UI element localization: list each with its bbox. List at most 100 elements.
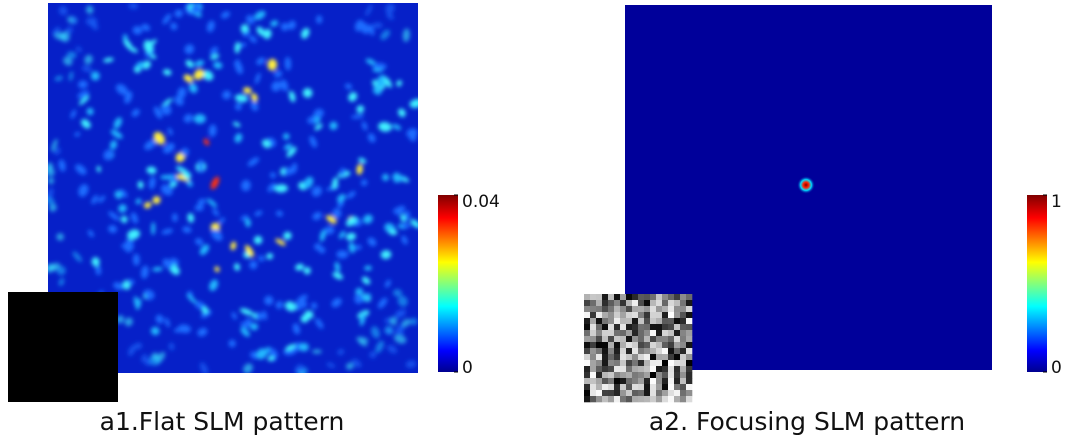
speckle [250, 101, 259, 111]
pixel [602, 390, 609, 397]
speckle [329, 121, 338, 130]
pixel [662, 384, 669, 391]
pixel [644, 366, 651, 373]
speckle [275, 301, 284, 309]
speckle [56, 265, 66, 276]
speckle [348, 92, 358, 102]
pixel [584, 372, 591, 379]
pixel [638, 360, 645, 367]
speckle [48, 177, 55, 185]
pixel [632, 342, 639, 349]
pixel [590, 396, 597, 403]
speckle [283, 231, 292, 240]
pixel [602, 378, 609, 385]
pixel [668, 390, 675, 397]
speckle [74, 132, 81, 137]
speckle [376, 74, 387, 88]
pixel [596, 318, 603, 325]
speckle [298, 342, 309, 352]
speckle [392, 205, 406, 213]
speckle [187, 213, 195, 223]
pixel [620, 330, 627, 337]
speckle [212, 208, 220, 217]
pixel [626, 318, 633, 325]
pixel [638, 294, 645, 301]
speckle [269, 172, 276, 179]
pixel [656, 342, 663, 349]
pixel [662, 366, 669, 373]
pixel [680, 354, 687, 361]
pixel [650, 354, 657, 361]
pixel [602, 342, 609, 349]
pixel [686, 354, 693, 361]
pixel [680, 300, 687, 307]
pixel [650, 336, 657, 343]
speckle [355, 287, 364, 296]
speckle [220, 11, 231, 19]
pixel [650, 372, 657, 379]
pixel [620, 348, 627, 355]
pixel [620, 384, 627, 391]
pixel [662, 336, 669, 343]
speckle [197, 198, 206, 206]
pixel [584, 330, 591, 337]
speckle [364, 265, 372, 271]
pixel [584, 336, 591, 343]
speckle [184, 44, 195, 55]
pixel [584, 348, 591, 355]
speckle [315, 318, 324, 329]
pixel [596, 342, 603, 349]
speckle [148, 176, 156, 190]
speckle [294, 364, 305, 373]
pixel [686, 366, 693, 373]
speckle [245, 218, 251, 228]
speckle [203, 138, 210, 146]
pixel [656, 306, 663, 313]
pixel [596, 324, 603, 331]
speckle [201, 306, 209, 314]
speckle [254, 210, 263, 217]
pixel [590, 300, 597, 307]
pixel [590, 336, 597, 343]
speckle [268, 347, 278, 358]
pixel [626, 330, 633, 337]
pixel [620, 366, 627, 373]
slm-inset [584, 294, 693, 403]
speckle [358, 157, 367, 164]
pixel [602, 372, 609, 379]
speckle [264, 295, 274, 306]
speckle [162, 258, 173, 269]
speckle [377, 297, 388, 309]
pixel [662, 324, 669, 331]
speckle [230, 241, 237, 251]
pixel [656, 312, 663, 319]
speckle [48, 187, 54, 200]
pixel [656, 324, 663, 331]
pixel [668, 372, 675, 379]
speckle [334, 261, 341, 273]
pixel [656, 330, 663, 337]
speckle [373, 62, 387, 70]
pixel [674, 348, 681, 355]
speckle [311, 186, 322, 197]
speckle [255, 312, 264, 321]
pixel [686, 384, 693, 391]
speckle [332, 271, 344, 280]
speckle [286, 146, 297, 158]
speckle [270, 20, 279, 27]
pixel [620, 336, 627, 343]
pixel [686, 378, 693, 385]
pixel [590, 354, 597, 361]
speckle [258, 255, 265, 262]
speckle [232, 121, 241, 127]
speckle [368, 24, 375, 36]
pixel [584, 396, 591, 403]
speckle [387, 344, 398, 354]
speckle [134, 342, 143, 350]
speckle [132, 26, 143, 35]
speckle [153, 106, 163, 119]
pixel [614, 396, 621, 403]
pixel [668, 324, 675, 331]
speckle [128, 3, 139, 10]
pixel [614, 348, 621, 355]
